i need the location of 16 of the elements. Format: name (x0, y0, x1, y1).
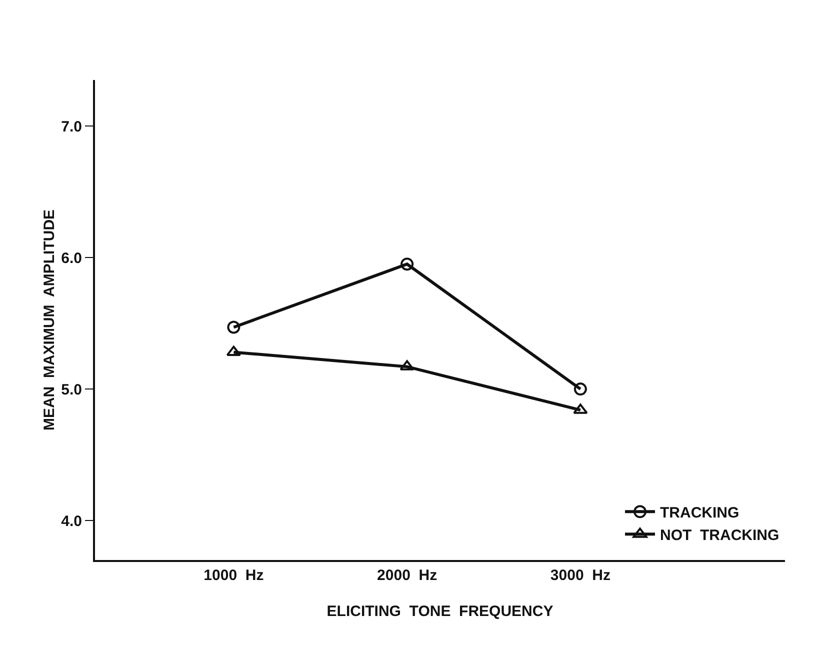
point (400, 258, 414, 271)
point (573, 404, 588, 414)
point (227, 320, 240, 334)
legend-label: NOT TRACKING (660, 527, 780, 544)
y-tick-label: 4.0 (61, 512, 82, 530)
legend-label: TRACKING (660, 504, 740, 522)
point (574, 382, 587, 396)
x-tick-label: 3000 Hz (550, 567, 610, 584)
x-tick-label: 2000 Hz (377, 567, 438, 584)
point (400, 360, 414, 370)
y-tick-label: 7.0 (61, 118, 82, 136)
y-axis-title: MEAN MAXIMUM AMPLITUDE (41, 209, 58, 431)
x-tick-label: 1000 Hz (204, 567, 264, 584)
x-axis-title: ELICITING TONE FREQUENCY (326, 603, 554, 620)
y-tick-label: 5.0 (61, 381, 82, 398)
y-tick-label: 6.0 (61, 250, 82, 267)
